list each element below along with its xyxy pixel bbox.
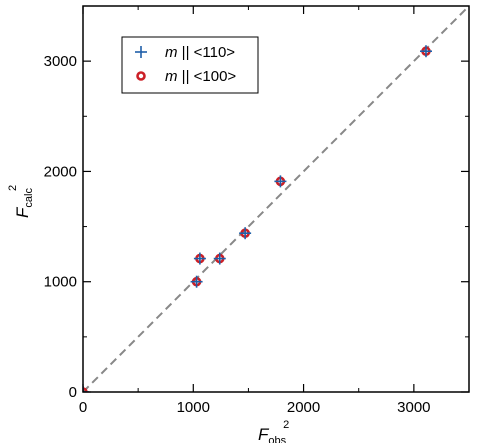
legend-box bbox=[121, 36, 259, 94]
y-tick-label: 0 bbox=[69, 384, 77, 401]
data-point-plus bbox=[274, 175, 287, 188]
legend-entry-label: m || <110> bbox=[165, 44, 235, 61]
y-axis-label: Fcalc2 bbox=[7, 185, 35, 218]
data-point-plus bbox=[419, 45, 432, 58]
x-tick-label: 2000 bbox=[287, 399, 320, 416]
legend-marker-circle bbox=[136, 71, 146, 81]
y-tick-label: 2000 bbox=[44, 163, 77, 180]
data-point-plus bbox=[190, 275, 203, 288]
y-tick-label: 3000 bbox=[44, 53, 77, 70]
x-tick-label: 3000 bbox=[397, 399, 430, 416]
x-tick-label: 0 bbox=[79, 399, 87, 416]
data-point-plus bbox=[239, 227, 252, 240]
x-axis-label: Fobs2 bbox=[258, 419, 289, 443]
data-point-plus bbox=[193, 252, 206, 265]
plot-frame bbox=[82, 5, 470, 393]
legend: m || <110> m || <100> bbox=[121, 36, 259, 94]
y-tick-label: 1000 bbox=[44, 274, 77, 291]
legend-marker-plus bbox=[135, 46, 147, 58]
x-tick-label: 1000 bbox=[177, 399, 210, 416]
data-point-plus bbox=[213, 252, 226, 265]
legend-entry-label: m || <100> bbox=[165, 68, 236, 85]
